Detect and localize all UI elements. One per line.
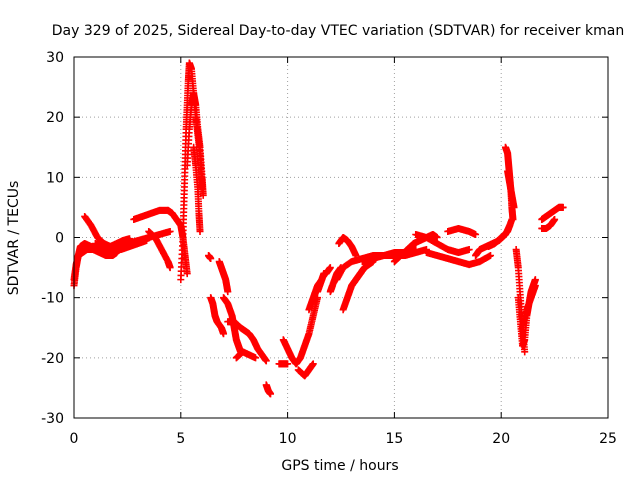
data-point-marker <box>412 246 420 254</box>
series-d6 <box>232 348 260 362</box>
x-tick-label: 15 <box>385 431 403 447</box>
series-t22 <box>538 203 567 223</box>
data-point-marker <box>326 264 334 272</box>
data-point-marker <box>472 230 480 238</box>
y-tick-label: 30 <box>46 50 64 66</box>
series-s20b <box>504 167 518 211</box>
data-points <box>70 59 567 398</box>
series-r2 <box>294 360 317 380</box>
data-point-marker <box>509 215 517 223</box>
series-r7 <box>335 234 360 260</box>
chart-title: Day 329 of 2025, Sidereal Day-to-day VTE… <box>52 23 624 39</box>
series-t6 <box>145 227 174 272</box>
y-axis-label: SDTVAR / TECUs <box>6 181 22 296</box>
data-point-marker <box>252 354 260 362</box>
series-r9 <box>348 258 377 290</box>
x-tick-label: 20 <box>492 431 510 447</box>
data-point-marker <box>196 227 204 235</box>
x-tick-label: 25 <box>599 431 617 447</box>
data-point-marker <box>433 234 441 241</box>
data-point-marker <box>284 360 292 368</box>
x-tick-label: 5 <box>176 431 185 447</box>
y-tick-label: -10 <box>41 291 64 307</box>
data-point-marker <box>531 282 539 290</box>
data-point-marker <box>166 227 174 235</box>
data-point-marker <box>126 235 134 243</box>
y-tick-label: 0 <box>55 231 64 247</box>
data-point-marker <box>487 252 495 260</box>
series-d5 <box>224 318 270 365</box>
data-point-marker <box>352 252 360 260</box>
series-d3 <box>215 258 232 296</box>
axis-ticks: 0 5 10 15 20 25 -30 -20 -10 0 10 20 30 <box>41 50 617 447</box>
series-t22b <box>538 215 559 232</box>
data-point-marker <box>531 276 539 284</box>
x-tick-label: 10 <box>279 431 297 447</box>
data-point-marker <box>551 215 559 223</box>
y-tick-label: 10 <box>46 170 64 186</box>
x-tick-label: 0 <box>70 431 79 447</box>
series-d1 <box>205 252 215 263</box>
series-r1 <box>279 294 322 368</box>
grid-lines <box>74 57 608 418</box>
data-point-marker <box>309 360 317 368</box>
data-point-marker <box>521 348 529 356</box>
data-point-marker <box>143 237 151 245</box>
series-d2 <box>207 294 228 338</box>
series-r14 <box>444 224 480 238</box>
series-s21c <box>519 282 539 332</box>
series-r12 <box>412 230 473 257</box>
series-fall1 <box>190 143 204 235</box>
data-point-marker <box>199 191 207 199</box>
data-point-marker <box>559 203 567 211</box>
data-point-marker <box>262 357 270 365</box>
data-point-marker <box>207 255 215 263</box>
data-point-marker <box>183 270 191 278</box>
y-tick-label: -30 <box>41 411 64 427</box>
series-t4 <box>91 237 151 254</box>
x-axis-label: GPS time / hours <box>281 458 398 474</box>
data-point-marker <box>267 390 275 398</box>
data-point-marker <box>510 203 518 211</box>
y-tick-label: 20 <box>46 110 64 126</box>
data-point-marker <box>224 288 232 296</box>
data-point-marker <box>220 330 228 338</box>
series-r13 <box>422 249 495 269</box>
y-tick-label: -20 <box>41 351 64 367</box>
data-point-marker <box>465 246 473 254</box>
series-r4 <box>314 264 334 296</box>
series-d8 <box>275 360 292 368</box>
data-point-marker <box>166 264 174 272</box>
series-d7 <box>262 381 275 398</box>
